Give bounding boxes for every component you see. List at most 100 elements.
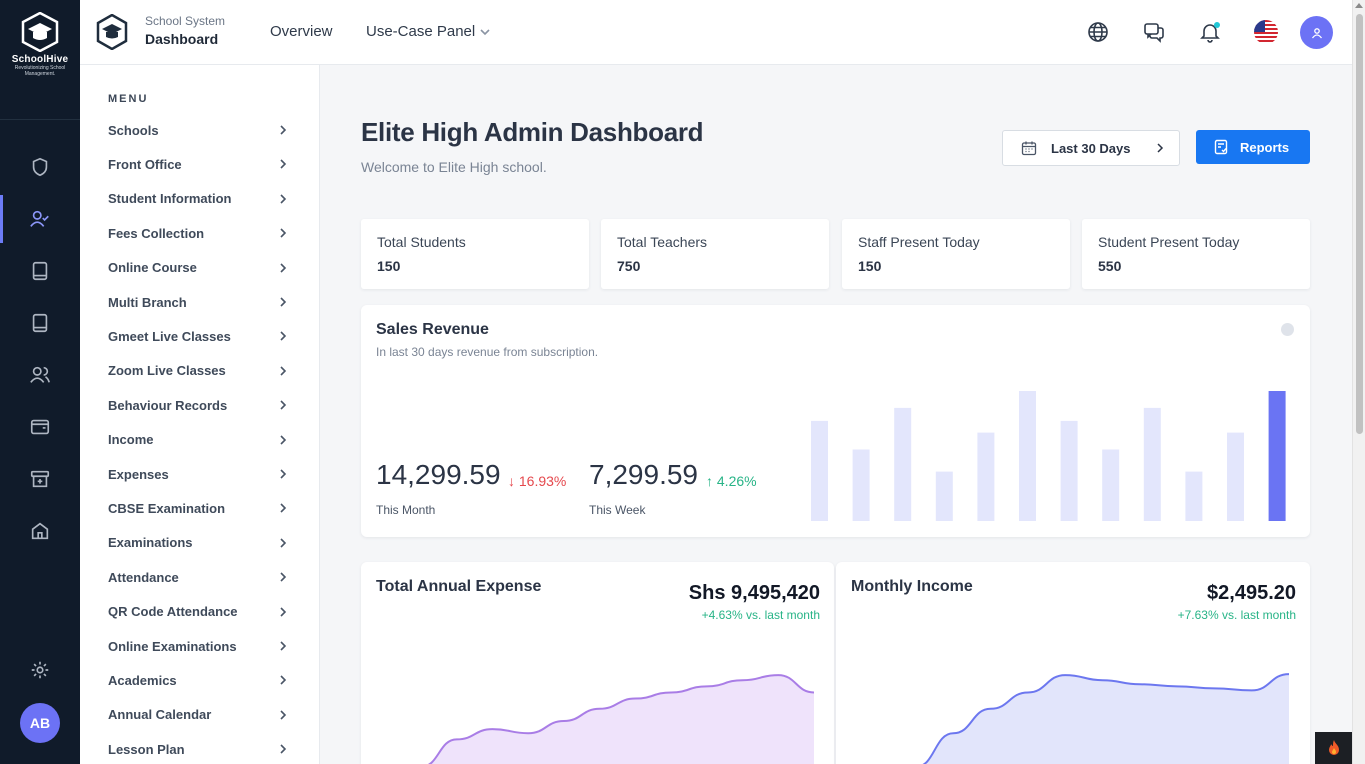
page-scrollbar[interactable] [1352, 0, 1365, 764]
menu-item-examinations[interactable]: Examinations [108, 533, 288, 553]
reports-label: Reports [1240, 139, 1290, 155]
book-icon[interactable] [0, 303, 80, 343]
sales-bar[interactable] [1227, 432, 1244, 521]
report-icon [1214, 139, 1228, 155]
sales-bar[interactable] [811, 420, 828, 521]
income-title: Monthly Income [851, 578, 973, 595]
expense-series-line [427, 674, 815, 764]
stat-label: Staff Present Today [858, 234, 980, 250]
scroll-up-arrow[interactable] [1355, 3, 1363, 8]
menu-item-gmeet-live-classes[interactable]: Gmeet Live Classes [108, 326, 288, 346]
chevron-right-icon [280, 297, 287, 307]
chevron-right-icon [1157, 143, 1164, 153]
menu-item-lesson-plan[interactable]: Lesson Plan [108, 739, 288, 759]
sales-bar[interactable] [1185, 471, 1203, 521]
calendar-icon [1021, 141, 1037, 156]
menu-item-multi-branch[interactable]: Multi Branch [108, 292, 288, 312]
income-amount: $2,495.20 [1207, 582, 1296, 604]
us-flag-icon[interactable] [1254, 20, 1278, 44]
nav-use-case-panel[interactable]: Use-Case Panel [366, 23, 476, 40]
user-check-icon[interactable] [0, 195, 80, 243]
chevron-down-icon[interactable] [479, 26, 491, 38]
sales-bar[interactable] [1019, 391, 1036, 521]
menu-item-label: Expenses [108, 466, 169, 482]
date-range-button[interactable]: Last 30 Days [1002, 130, 1180, 166]
chevron-right-icon [280, 125, 287, 135]
income-delta: +7.63% vs. last month [1177, 608, 1296, 622]
expense-amount: Shs 9,495,420 [688, 582, 820, 604]
menu-item-label: Examinations [108, 535, 193, 551]
menu-item-online-course[interactable]: Online Course [108, 258, 288, 278]
info-icon[interactable] [1281, 323, 1294, 336]
month-delta-value: 16.93% [518, 473, 567, 489]
menu-item-expenses[interactable]: Expenses [108, 464, 288, 484]
shield-icon[interactable] [0, 147, 80, 187]
fire-widget[interactable] [1315, 732, 1352, 764]
expense-delta: +4.63% vs. last month [701, 608, 820, 622]
menu-item-student-information[interactable]: Student Information [108, 189, 288, 209]
income-area-chart [922, 673, 1290, 764]
menu-item-front-office[interactable]: Front Office [108, 154, 288, 174]
sales-bar[interactable] [1143, 407, 1161, 521]
gear-icon[interactable] [0, 650, 80, 690]
menu-item-attendance[interactable]: Attendance [108, 567, 288, 587]
income-series-fill [924, 674, 1289, 764]
sales-revenue-card: Sales Revenue In last 30 days revenue fr… [361, 305, 1310, 537]
menu-item-qr-code-attendance[interactable]: QR Code Attendance [108, 602, 288, 622]
menu-item-online-examinations[interactable]: Online Examinations [108, 636, 288, 656]
arrow-up-icon: ↑ [706, 473, 713, 489]
chevron-right-icon [280, 400, 287, 410]
sales-bar[interactable] [1060, 420, 1078, 521]
chat-icon[interactable] [1142, 20, 1166, 44]
nav-overview[interactable]: Overview [270, 23, 333, 40]
menu-item-label: CBSE Examination [108, 500, 226, 516]
menu-item-behaviour-records[interactable]: Behaviour Records [108, 395, 288, 415]
sales-bar[interactable] [894, 407, 912, 521]
sales-bar[interactable] [977, 432, 995, 521]
stat-value: 550 [1098, 258, 1122, 274]
month-label: This Month [376, 503, 436, 517]
menu-item-label: Online Course [108, 260, 197, 276]
home-icon[interactable] [0, 511, 80, 551]
globe-icon[interactable] [1086, 20, 1110, 44]
book-icon[interactable] [0, 251, 80, 291]
menu-item-label: Income [108, 432, 154, 448]
annual-expense-card: Total Annual Expense Shs 9,495,420 +4.63… [361, 562, 834, 764]
sales-bar[interactable] [935, 471, 953, 521]
chevron-right-icon [280, 469, 287, 479]
scroll-thumb[interactable] [1356, 14, 1363, 434]
chevron-right-icon [280, 675, 287, 685]
menu-item-income[interactable]: Income [108, 430, 288, 450]
sales-bar[interactable] [1268, 391, 1286, 521]
chevron-right-icon [280, 503, 287, 513]
user-avatar[interactable] [1300, 16, 1333, 49]
month-value: 14,299.59 [376, 459, 501, 490]
main-content: Elite High Admin Dashboard Welcome to El… [320, 65, 1352, 764]
stat-label: Total Students [377, 234, 466, 250]
menu-item-fees-collection[interactable]: Fees Collection [108, 223, 288, 243]
rail-avatar[interactable]: AB [20, 703, 60, 743]
fire-icon [1328, 740, 1339, 755]
archive-icon[interactable] [0, 459, 80, 499]
bell-icon[interactable] [1198, 20, 1222, 44]
menu-item-label: Front Office [108, 156, 182, 172]
reports-button[interactable]: Reports [1196, 130, 1310, 164]
page-subtitle: Welcome to Elite High school. [361, 159, 547, 175]
menu-item-zoom-live-classes[interactable]: Zoom Live Classes [108, 361, 288, 381]
menu-item-cbse-examination[interactable]: CBSE Examination [108, 498, 288, 518]
stat-value: 750 [617, 258, 641, 274]
menu-item-schools[interactable]: Schools [108, 120, 288, 140]
sales-bar[interactable] [1102, 449, 1120, 522]
sales-bar[interactable] [852, 449, 870, 522]
menu-item-annual-calendar[interactable]: Annual Calendar [108, 705, 288, 725]
users-icon[interactable] [0, 355, 80, 395]
brand-logo[interactable]: SchoolHive Revolutionizing School Manage… [0, 0, 80, 120]
header-subtitle: School System [145, 14, 226, 28]
month-delta: ↓ 16.93% [508, 473, 566, 489]
sales-subtitle: In last 30 days revenue from subscriptio… [376, 345, 599, 359]
menu-item-academics[interactable]: Academics [108, 670, 288, 690]
chevron-right-icon [280, 263, 287, 273]
graduation-cap-icon[interactable] [96, 14, 128, 50]
wallet-icon[interactable] [0, 407, 80, 447]
menu-item-label: Student Information [108, 191, 232, 207]
